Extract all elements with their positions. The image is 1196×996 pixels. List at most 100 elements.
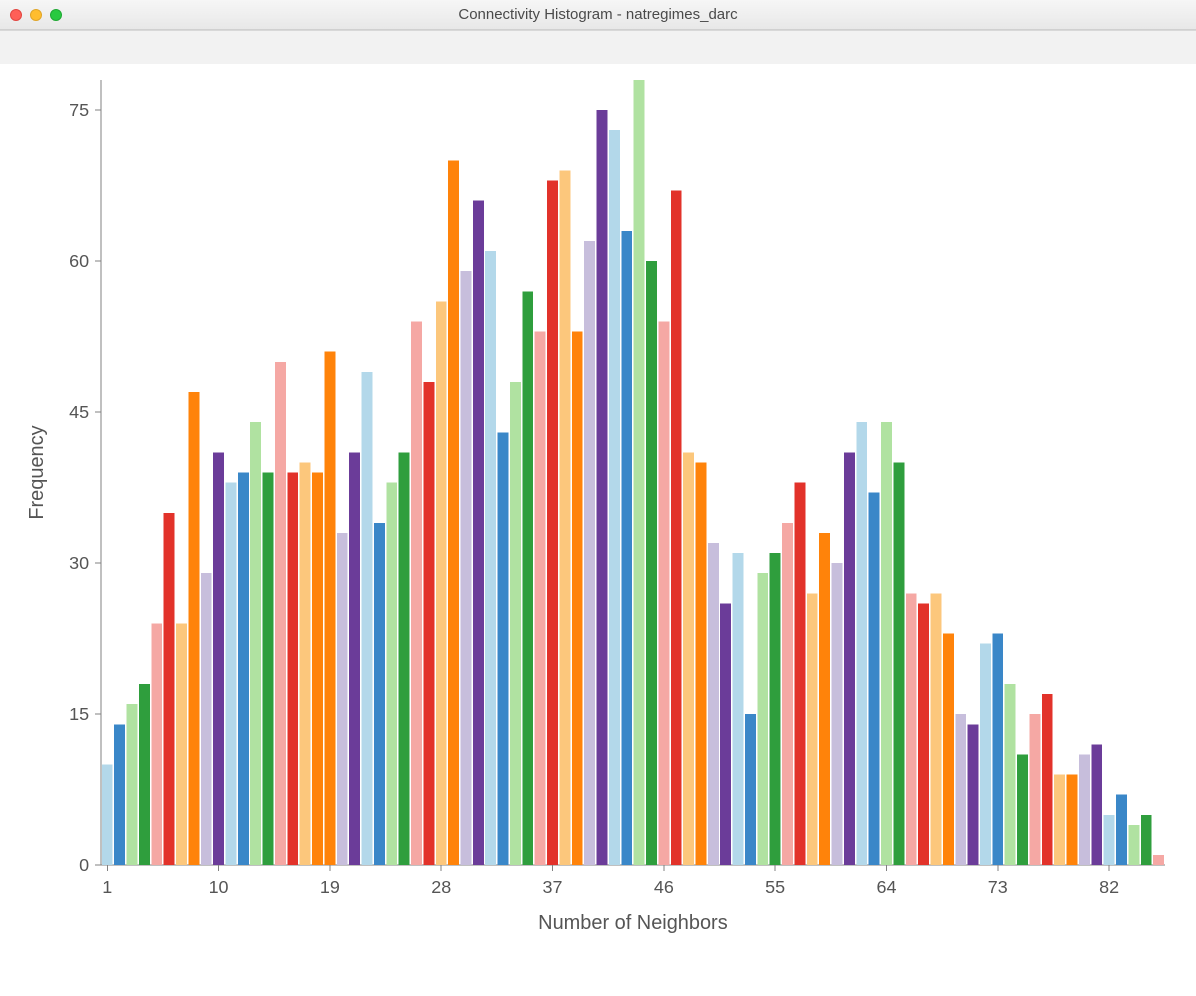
bar xyxy=(968,724,979,865)
bar xyxy=(287,473,298,866)
bar xyxy=(757,573,768,865)
bar xyxy=(634,80,645,865)
y-tick-label: 30 xyxy=(69,553,89,573)
bar xyxy=(349,452,360,865)
bar xyxy=(572,332,583,866)
bar xyxy=(992,634,1003,866)
bar xyxy=(671,191,682,866)
bar xyxy=(770,553,781,865)
bar xyxy=(1141,815,1152,865)
x-tick-label: 37 xyxy=(543,877,563,897)
bar xyxy=(832,563,843,865)
y-tick-label: 75 xyxy=(69,100,89,120)
bar xyxy=(807,593,818,865)
bar xyxy=(547,181,558,866)
bar xyxy=(782,523,793,865)
bar xyxy=(893,462,904,865)
close-icon[interactable] xyxy=(10,9,22,21)
bar xyxy=(473,201,484,865)
bar xyxy=(584,241,595,865)
bar xyxy=(423,382,434,865)
bar xyxy=(683,452,694,865)
bars-group xyxy=(102,80,1164,865)
bar xyxy=(411,322,422,866)
window-controls xyxy=(0,9,62,21)
bar xyxy=(658,322,669,866)
bar xyxy=(609,130,620,865)
bar xyxy=(1104,815,1115,865)
bar xyxy=(1128,825,1139,865)
bar xyxy=(139,684,150,865)
bar xyxy=(312,473,323,866)
bar xyxy=(708,543,719,865)
bar xyxy=(448,160,459,865)
bar xyxy=(597,110,608,865)
bar xyxy=(696,462,707,865)
x-tick-label: 46 xyxy=(654,877,674,897)
x-tick-label: 55 xyxy=(765,877,785,897)
bar xyxy=(399,452,410,865)
x-tick-label: 64 xyxy=(876,877,896,897)
bar xyxy=(1091,744,1102,865)
bar xyxy=(1005,684,1016,865)
x-tick-label: 28 xyxy=(431,877,451,897)
bar xyxy=(362,372,373,865)
bar xyxy=(559,171,570,866)
bar xyxy=(794,483,805,866)
x-axis-label: Number of Neighbors xyxy=(538,912,728,934)
bar xyxy=(1067,775,1078,866)
chart-container: 01530456075Frequency1101928374655647382N… xyxy=(0,30,1196,960)
bar xyxy=(374,523,385,865)
bar xyxy=(498,432,509,865)
bar xyxy=(646,261,657,865)
bar xyxy=(906,593,917,865)
bar xyxy=(856,422,867,865)
bar xyxy=(485,251,496,865)
bar xyxy=(213,452,224,865)
bar xyxy=(337,533,348,865)
bar xyxy=(621,231,632,865)
bar xyxy=(263,473,274,866)
bar xyxy=(1017,754,1028,865)
bar xyxy=(510,382,521,865)
x-tick-label: 1 xyxy=(102,877,112,897)
x-tick-label: 10 xyxy=(209,877,229,897)
bar xyxy=(102,765,113,866)
bar xyxy=(114,724,125,865)
bar xyxy=(300,462,311,865)
y-tick-label: 45 xyxy=(69,402,89,422)
x-tick-label: 19 xyxy=(320,877,340,897)
bar xyxy=(188,392,199,865)
y-tick-label: 0 xyxy=(79,855,89,875)
bar xyxy=(943,634,954,866)
zoom-icon[interactable] xyxy=(50,9,62,21)
x-tick-label: 73 xyxy=(988,877,1008,897)
bar xyxy=(1029,714,1040,865)
bar xyxy=(436,301,447,865)
minimize-icon[interactable] xyxy=(30,9,42,21)
bar xyxy=(1079,754,1090,865)
x-tick-label: 82 xyxy=(1099,877,1119,897)
bar xyxy=(324,352,335,865)
bar xyxy=(164,513,175,865)
bar xyxy=(1153,855,1164,865)
bar xyxy=(201,573,212,865)
app-window: Connectivity Histogram - natregimes_darc… xyxy=(0,0,1196,996)
bar xyxy=(522,291,533,865)
y-axis-label: Frequency xyxy=(26,425,48,519)
bar xyxy=(881,422,892,865)
bar xyxy=(819,533,830,865)
bar xyxy=(1042,694,1053,865)
bar xyxy=(1116,795,1127,865)
window-title: Connectivity Histogram - natregimes_darc xyxy=(0,6,1196,23)
y-tick-label: 15 xyxy=(69,704,89,724)
bar xyxy=(955,714,966,865)
titlebar[interactable]: Connectivity Histogram - natregimes_darc xyxy=(0,0,1196,30)
bar xyxy=(275,362,286,865)
bar xyxy=(745,714,756,865)
bar xyxy=(931,593,942,865)
bar xyxy=(127,704,138,865)
connectivity-histogram: 01530456075Frequency1101928374655647382N… xyxy=(0,30,1196,960)
bar xyxy=(844,452,855,865)
bar xyxy=(918,603,929,865)
